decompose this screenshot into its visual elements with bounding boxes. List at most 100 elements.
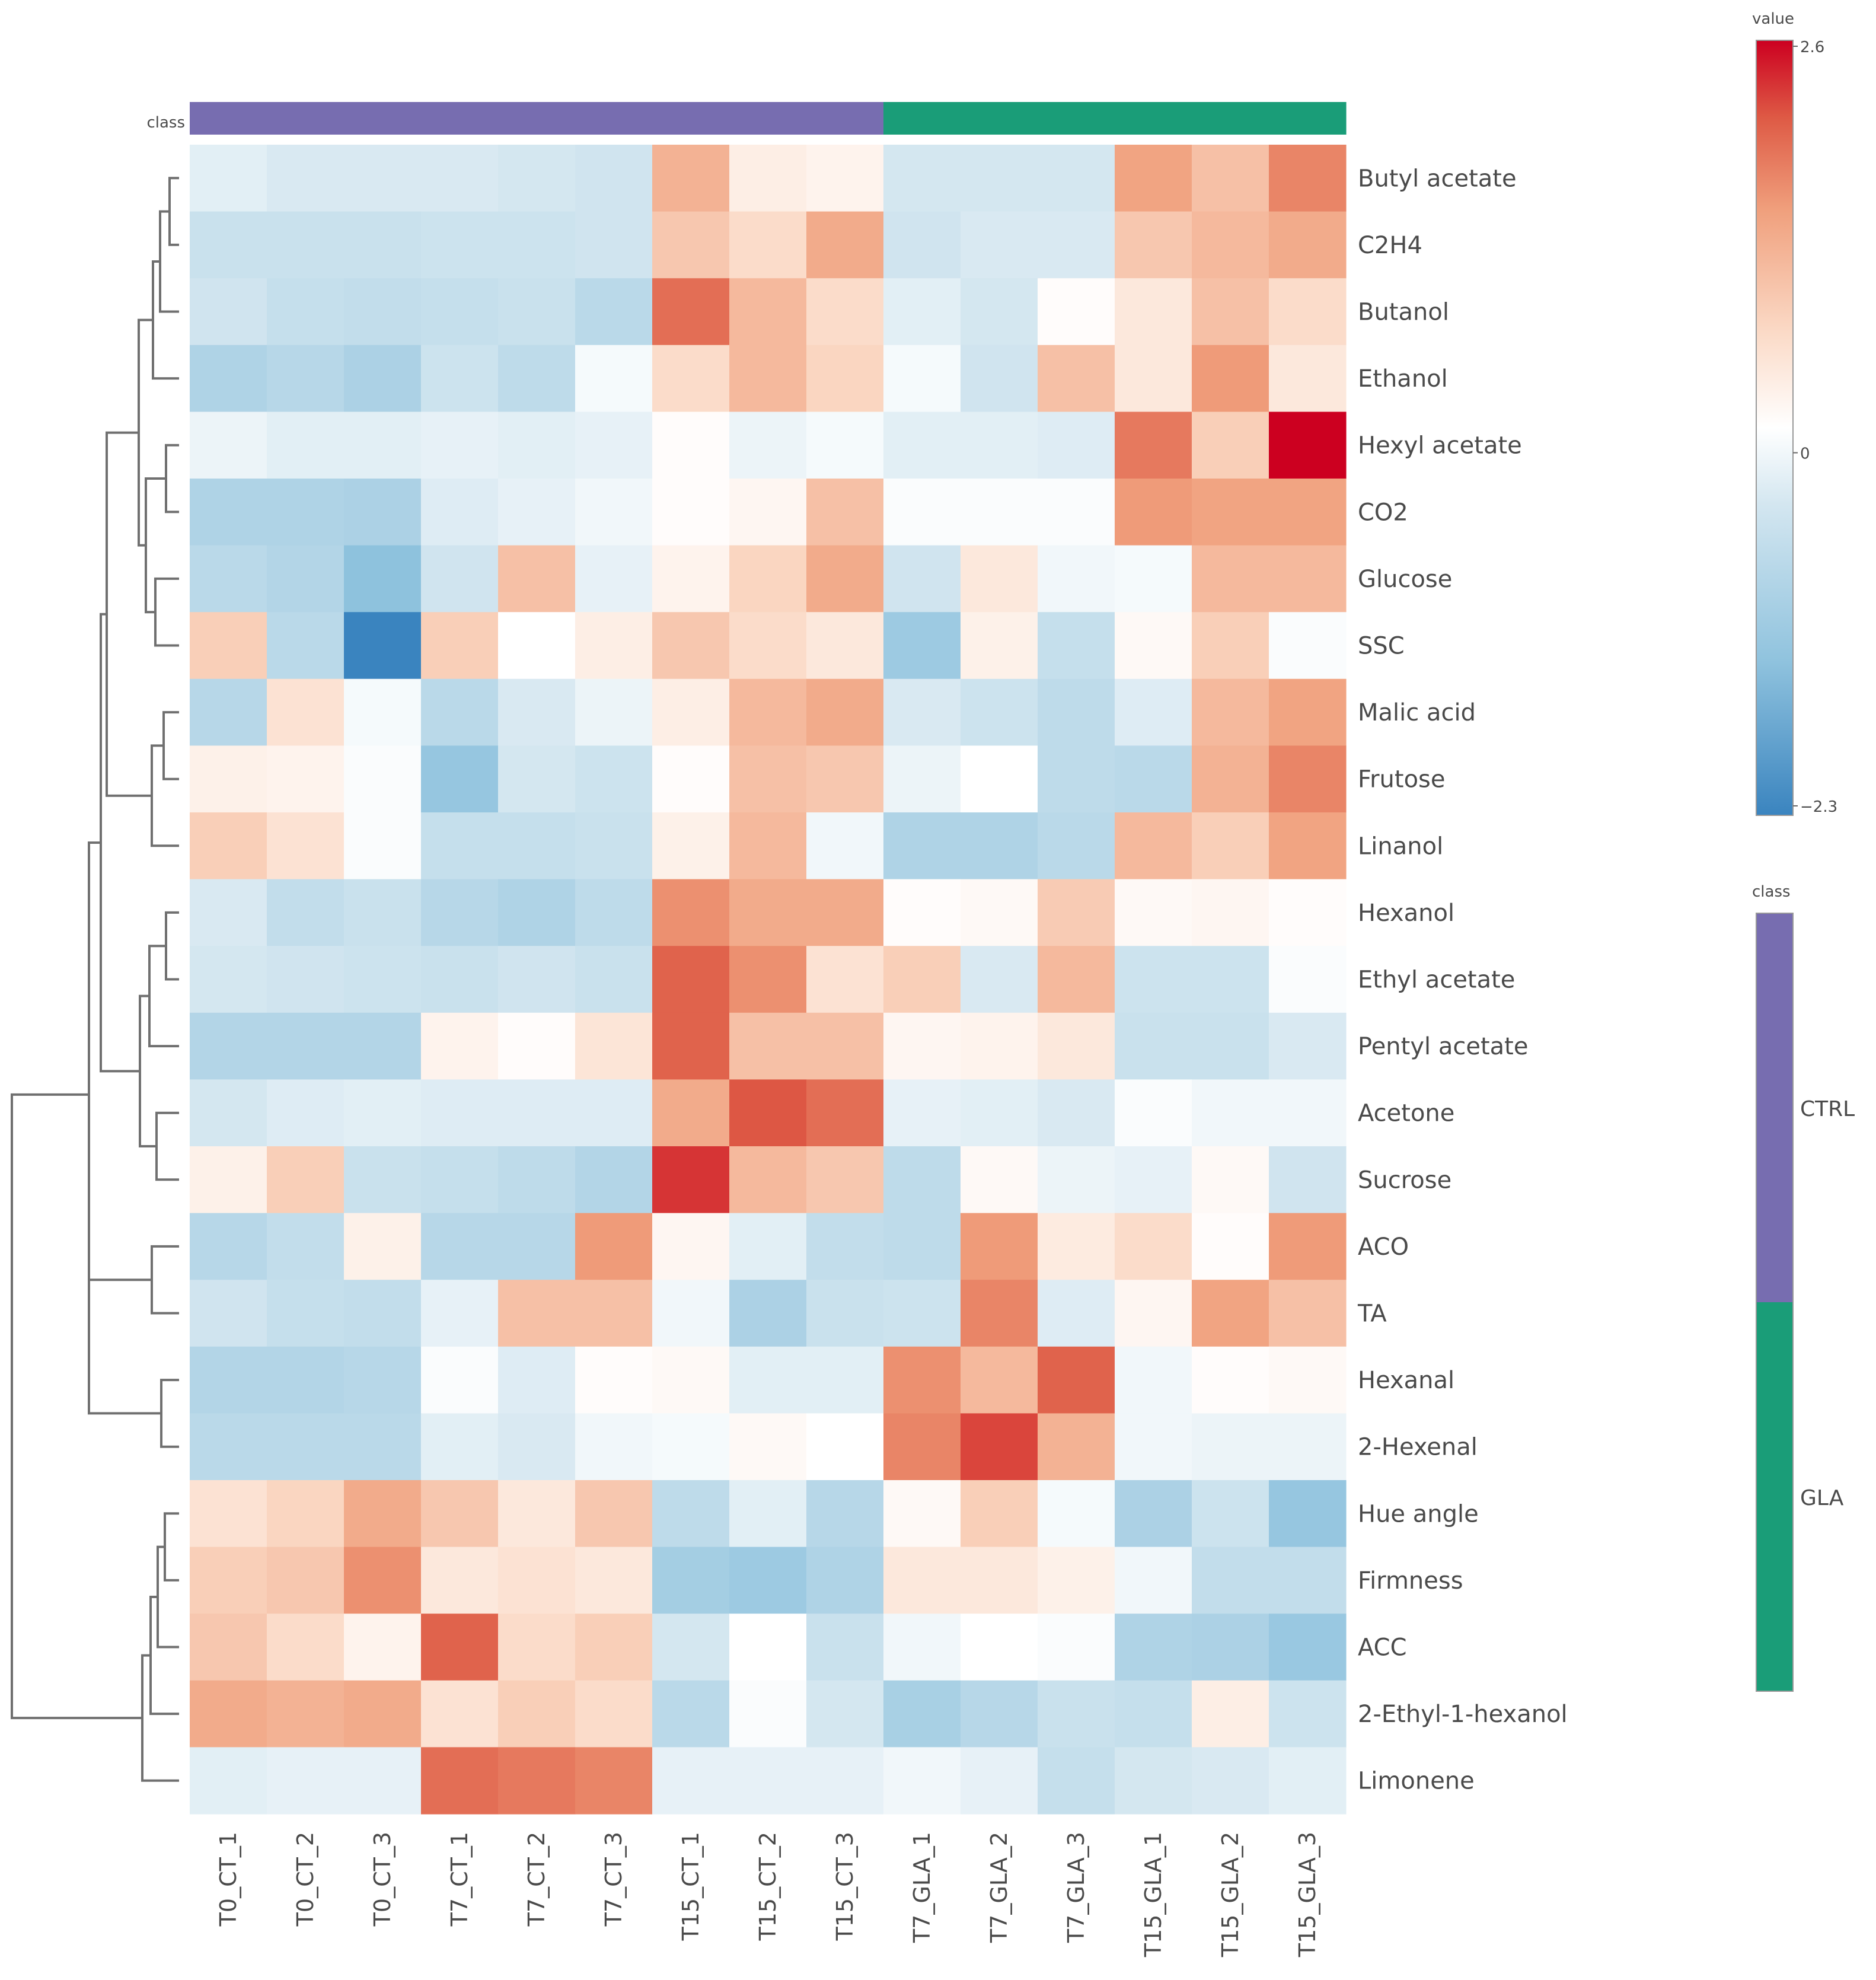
- heatmap-cell: [575, 946, 653, 1013]
- heatmap-cell: [421, 412, 499, 479]
- heatmap-cell: [190, 1146, 267, 1214]
- heatmap-cell: [498, 1680, 576, 1748]
- class-bar-segment-ctrl: [575, 102, 653, 135]
- heatmap-cell: [344, 1413, 422, 1481]
- heatmap-cell: [575, 745, 653, 813]
- heatmap-cell: [806, 145, 884, 212]
- class-bar-segment-ctrl: [729, 102, 807, 135]
- column-label: T15_CT_3: [832, 1832, 858, 1941]
- heatmap-cell: [421, 1547, 499, 1614]
- heatmap-cell: [1038, 812, 1115, 880]
- heatmap-cell: [806, 278, 884, 346]
- heatmap-cell: [498, 278, 576, 346]
- heatmap-cell: [729, 1413, 807, 1481]
- row-label: ACO: [1358, 1233, 1409, 1261]
- class-bar-segment-ctrl: [267, 102, 344, 135]
- row-label: Hue angle: [1358, 1500, 1479, 1528]
- heatmap-cell: [961, 812, 1038, 880]
- heatmap-cell: [190, 1346, 267, 1414]
- heatmap-cell: [267, 479, 344, 546]
- heatmap-cell: [729, 1146, 807, 1214]
- heatmap-cell: [729, 1480, 807, 1548]
- heatmap-cell: [729, 1747, 807, 1815]
- heatmap-cell: [652, 879, 730, 946]
- heatmap-cell: [1192, 745, 1269, 813]
- heatmap-cell: [1192, 1012, 1269, 1080]
- heatmap-cell: [1269, 1413, 1347, 1481]
- colorbar-tick-label: 2.6: [1800, 39, 1824, 56]
- heatmap-cell: [421, 1680, 499, 1748]
- heatmap-cell: [190, 1012, 267, 1080]
- heatmap-cell: [806, 1547, 884, 1614]
- heatmap-cell: [344, 1480, 422, 1548]
- heatmap-cell: [1192, 1680, 1269, 1748]
- heatmap-cell: [961, 612, 1038, 680]
- heatmap-cell: [267, 879, 344, 946]
- heatmap-cell: [1269, 278, 1347, 346]
- column-label: T15_GLA_3: [1294, 1832, 1320, 1957]
- heatmap-cell: [575, 678, 653, 746]
- heatmap-cell: [729, 1280, 807, 1347]
- dendrogram-branch: [164, 1512, 179, 1582]
- heatmap-cell: [1192, 946, 1269, 1013]
- heatmap-cell: [190, 412, 267, 479]
- heatmap-cell: [190, 745, 267, 813]
- heatmap-cell: [344, 1547, 422, 1614]
- heatmap-cell: [883, 745, 961, 813]
- heatmap-cell: [498, 1280, 576, 1347]
- heatmap-cell: [1115, 211, 1192, 279]
- heatmap-cell: [344, 345, 422, 412]
- heatmap-cell: [652, 479, 730, 546]
- heatmap-cell: [267, 1614, 344, 1681]
- heatmap-cell: [652, 145, 730, 212]
- heatmap-cell: [575, 1747, 653, 1815]
- heatmap-cell: [1038, 1012, 1115, 1080]
- class-bar-segment-gla: [883, 102, 961, 135]
- heatmap-cell: [267, 545, 344, 613]
- heatmap-cell: [1269, 1747, 1347, 1815]
- heatmap-cell: [652, 1747, 730, 1815]
- heatmap-cell: [1038, 545, 1115, 613]
- heatmap-cell: [421, 1346, 499, 1414]
- heatmap-cell: [421, 545, 499, 613]
- heatmap-cell: [498, 412, 576, 479]
- heatmap-cell: [421, 345, 499, 412]
- heatmap-cell: [883, 278, 961, 346]
- heatmap-cell: [1192, 278, 1269, 346]
- heatmap-cell: [1115, 1213, 1192, 1280]
- heatmap-cell: [344, 1012, 422, 1080]
- heatmap-cell: [344, 1280, 422, 1347]
- heatmap-cell: [652, 1012, 730, 1080]
- dendrogram-branch: [165, 444, 179, 514]
- heatmap-cell: [190, 1213, 267, 1280]
- heatmap-cell: [267, 1346, 344, 1414]
- heatmap-cell: [1038, 479, 1115, 546]
- heatmap-cell: [575, 1012, 653, 1080]
- class-bar-segment-ctrl: [806, 102, 884, 135]
- heatmap-cell: [344, 1213, 422, 1280]
- heatmap-cell: [421, 278, 499, 346]
- heatmap-cell: [190, 1280, 267, 1347]
- heatmap-cell: [344, 678, 422, 746]
- class-bar-segment-ctrl: [652, 102, 730, 135]
- heatmap-cell: [961, 1747, 1038, 1815]
- heatmap-cell: [961, 1079, 1038, 1147]
- heatmap-cell: [1269, 946, 1347, 1013]
- heatmap-cell: [1192, 1280, 1269, 1347]
- heatmap-cell: [652, 211, 730, 279]
- class-legend-border: [1756, 913, 1794, 1692]
- heatmap-cell: [883, 1346, 961, 1414]
- heatmap-cell: [1115, 1480, 1192, 1548]
- heatmap-cell: [267, 1146, 344, 1214]
- heatmap-cell: [1115, 946, 1192, 1013]
- heatmap-cell: [1038, 1680, 1115, 1748]
- heatmap-cell: [1038, 1480, 1115, 1548]
- class-bar-segment-ctrl: [344, 102, 422, 135]
- heatmap-cell: [498, 612, 576, 680]
- heatmap-cell: [1269, 211, 1347, 279]
- heatmap-cell: [421, 678, 499, 746]
- heatmap-cell: [883, 1012, 961, 1080]
- heatmap-cell: [806, 1747, 884, 1815]
- heatmap-cell: [575, 1280, 653, 1347]
- heatmap-cell: [190, 345, 267, 412]
